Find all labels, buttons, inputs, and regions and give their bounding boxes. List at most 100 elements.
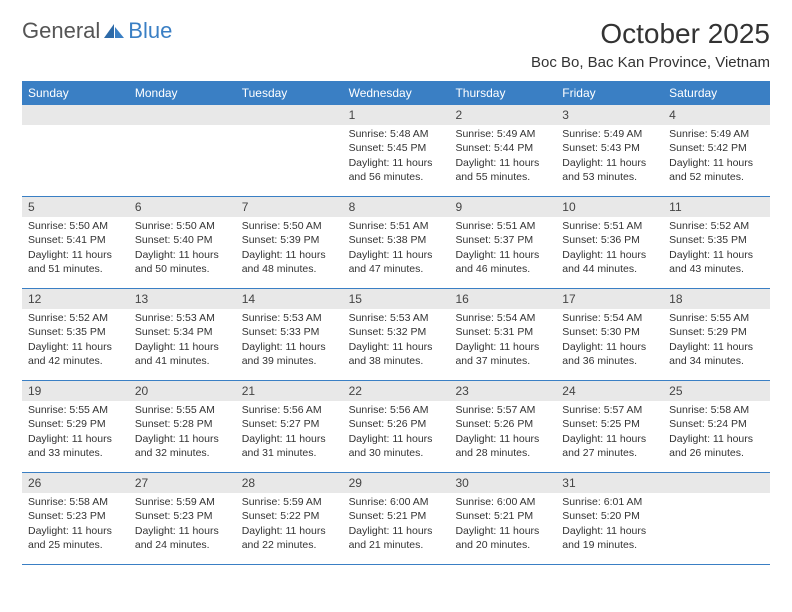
- day-body: Sunrise: 5:54 AMSunset: 5:30 PMDaylight:…: [556, 309, 663, 374]
- day-number: 27: [129, 473, 236, 493]
- weekday-header: Monday: [129, 81, 236, 105]
- day-body: Sunrise: 5:59 AMSunset: 5:22 PMDaylight:…: [236, 493, 343, 558]
- day-number: 30: [449, 473, 556, 493]
- sunset-line: Sunset: 5:31 PM: [455, 325, 550, 339]
- sunset-line: Sunset: 5:29 PM: [28, 417, 123, 431]
- sunset-line: Sunset: 5:33 PM: [242, 325, 337, 339]
- daylight-line: Daylight: 11 hours and 39 minutes.: [242, 340, 337, 368]
- day-cell: 2Sunrise: 5:49 AMSunset: 5:44 PMDaylight…: [449, 105, 556, 196]
- daylight-line: Daylight: 11 hours and 19 minutes.: [562, 524, 657, 552]
- daylight-line: Daylight: 11 hours and 26 minutes.: [669, 432, 764, 460]
- sunset-line: Sunset: 5:39 PM: [242, 233, 337, 247]
- daylight-line: Daylight: 11 hours and 42 minutes.: [28, 340, 123, 368]
- day-cell: 9Sunrise: 5:51 AMSunset: 5:37 PMDaylight…: [449, 197, 556, 288]
- sunrise-line: Sunrise: 5:54 AM: [455, 311, 550, 325]
- sunrise-line: Sunrise: 5:59 AM: [242, 495, 337, 509]
- day-cell: 4Sunrise: 5:49 AMSunset: 5:42 PMDaylight…: [663, 105, 770, 196]
- weeks-container: 1Sunrise: 5:48 AMSunset: 5:45 PMDaylight…: [22, 105, 770, 565]
- sunrise-line: Sunrise: 5:51 AM: [455, 219, 550, 233]
- day-body: Sunrise: 5:54 AMSunset: 5:31 PMDaylight:…: [449, 309, 556, 374]
- sunset-line: Sunset: 5:41 PM: [28, 233, 123, 247]
- weekday-header: Wednesday: [343, 81, 450, 105]
- daylight-line: Daylight: 11 hours and 32 minutes.: [135, 432, 230, 460]
- sunrise-line: Sunrise: 5:49 AM: [562, 127, 657, 141]
- sunset-line: Sunset: 5:37 PM: [455, 233, 550, 247]
- week-row: 12Sunrise: 5:52 AMSunset: 5:35 PMDayligh…: [22, 289, 770, 381]
- day-number: 6: [129, 197, 236, 217]
- sunrise-line: Sunrise: 5:50 AM: [242, 219, 337, 233]
- sunset-line: Sunset: 5:25 PM: [562, 417, 657, 431]
- day-cell: [663, 473, 770, 564]
- day-body: Sunrise: 5:55 AMSunset: 5:28 PMDaylight:…: [129, 401, 236, 466]
- weekday-header: Tuesday: [236, 81, 343, 105]
- page-header: General Blue October 2025 Boc Bo, Bac Ka…: [22, 18, 770, 71]
- calendar-grid: SundayMondayTuesdayWednesdayThursdayFrid…: [22, 81, 770, 565]
- week-row: 1Sunrise: 5:48 AMSunset: 5:45 PMDaylight…: [22, 105, 770, 197]
- day-body: Sunrise: 5:51 AMSunset: 5:38 PMDaylight:…: [343, 217, 450, 282]
- weekday-header-row: SundayMondayTuesdayWednesdayThursdayFrid…: [22, 81, 770, 105]
- sunset-line: Sunset: 5:24 PM: [669, 417, 764, 431]
- day-cell: [236, 105, 343, 196]
- day-cell: 16Sunrise: 5:54 AMSunset: 5:31 PMDayligh…: [449, 289, 556, 380]
- sunset-line: Sunset: 5:44 PM: [455, 141, 550, 155]
- sunset-line: Sunset: 5:28 PM: [135, 417, 230, 431]
- daylight-line: Daylight: 11 hours and 33 minutes.: [28, 432, 123, 460]
- sunset-line: Sunset: 5:23 PM: [28, 509, 123, 523]
- daylight-line: Daylight: 11 hours and 53 minutes.: [562, 156, 657, 184]
- sunrise-line: Sunrise: 5:56 AM: [349, 403, 444, 417]
- day-number: 20: [129, 381, 236, 401]
- sunrise-line: Sunrise: 5:51 AM: [562, 219, 657, 233]
- day-number: 19: [22, 381, 129, 401]
- day-number: 13: [129, 289, 236, 309]
- day-number: 22: [343, 381, 450, 401]
- day-number-empty: [129, 105, 236, 125]
- sunrise-line: Sunrise: 5:51 AM: [349, 219, 444, 233]
- day-body: Sunrise: 5:55 AMSunset: 5:29 PMDaylight:…: [663, 309, 770, 374]
- day-body: Sunrise: 5:56 AMSunset: 5:26 PMDaylight:…: [343, 401, 450, 466]
- day-cell: 3Sunrise: 5:49 AMSunset: 5:43 PMDaylight…: [556, 105, 663, 196]
- day-cell: 17Sunrise: 5:54 AMSunset: 5:30 PMDayligh…: [556, 289, 663, 380]
- sunrise-line: Sunrise: 5:49 AM: [669, 127, 764, 141]
- day-cell: 26Sunrise: 5:58 AMSunset: 5:23 PMDayligh…: [22, 473, 129, 564]
- sunset-line: Sunset: 5:36 PM: [562, 233, 657, 247]
- day-number: 16: [449, 289, 556, 309]
- day-body: Sunrise: 5:57 AMSunset: 5:25 PMDaylight:…: [556, 401, 663, 466]
- daylight-line: Daylight: 11 hours and 37 minutes.: [455, 340, 550, 368]
- week-row: 19Sunrise: 5:55 AMSunset: 5:29 PMDayligh…: [22, 381, 770, 473]
- daylight-line: Daylight: 11 hours and 20 minutes.: [455, 524, 550, 552]
- day-body: Sunrise: 5:52 AMSunset: 5:35 PMDaylight:…: [663, 217, 770, 282]
- day-number: 18: [663, 289, 770, 309]
- daylight-line: Daylight: 11 hours and 38 minutes.: [349, 340, 444, 368]
- sunrise-line: Sunrise: 5:50 AM: [135, 219, 230, 233]
- day-cell: 31Sunrise: 6:01 AMSunset: 5:20 PMDayligh…: [556, 473, 663, 564]
- logo-sail-icon: [104, 24, 124, 38]
- day-body: Sunrise: 5:50 AMSunset: 5:39 PMDaylight:…: [236, 217, 343, 282]
- day-cell: 13Sunrise: 5:53 AMSunset: 5:34 PMDayligh…: [129, 289, 236, 380]
- sunrise-line: Sunrise: 5:52 AM: [28, 311, 123, 325]
- day-number-empty: [22, 105, 129, 125]
- daylight-line: Daylight: 11 hours and 24 minutes.: [135, 524, 230, 552]
- sunset-line: Sunset: 5:27 PM: [242, 417, 337, 431]
- sunset-line: Sunset: 5:22 PM: [242, 509, 337, 523]
- day-body: Sunrise: 5:51 AMSunset: 5:37 PMDaylight:…: [449, 217, 556, 282]
- sunrise-line: Sunrise: 5:50 AM: [28, 219, 123, 233]
- daylight-line: Daylight: 11 hours and 50 minutes.: [135, 248, 230, 276]
- sunset-line: Sunset: 5:34 PM: [135, 325, 230, 339]
- day-cell: 19Sunrise: 5:55 AMSunset: 5:29 PMDayligh…: [22, 381, 129, 472]
- sunset-line: Sunset: 5:30 PM: [562, 325, 657, 339]
- day-body: Sunrise: 5:59 AMSunset: 5:23 PMDaylight:…: [129, 493, 236, 558]
- daylight-line: Daylight: 11 hours and 47 minutes.: [349, 248, 444, 276]
- day-number: 2: [449, 105, 556, 125]
- sunset-line: Sunset: 5:38 PM: [349, 233, 444, 247]
- sunset-line: Sunset: 5:21 PM: [455, 509, 550, 523]
- week-row: 5Sunrise: 5:50 AMSunset: 5:41 PMDaylight…: [22, 197, 770, 289]
- sunrise-line: Sunrise: 5:53 AM: [349, 311, 444, 325]
- day-body: Sunrise: 5:53 AMSunset: 5:33 PMDaylight:…: [236, 309, 343, 374]
- daylight-line: Daylight: 11 hours and 27 minutes.: [562, 432, 657, 460]
- sunrise-line: Sunrise: 5:58 AM: [669, 403, 764, 417]
- day-cell: [22, 105, 129, 196]
- daylight-line: Daylight: 11 hours and 44 minutes.: [562, 248, 657, 276]
- location-text: Boc Bo, Bac Kan Province, Vietnam: [531, 54, 770, 71]
- day-cell: 27Sunrise: 5:59 AMSunset: 5:23 PMDayligh…: [129, 473, 236, 564]
- sunrise-line: Sunrise: 5:53 AM: [242, 311, 337, 325]
